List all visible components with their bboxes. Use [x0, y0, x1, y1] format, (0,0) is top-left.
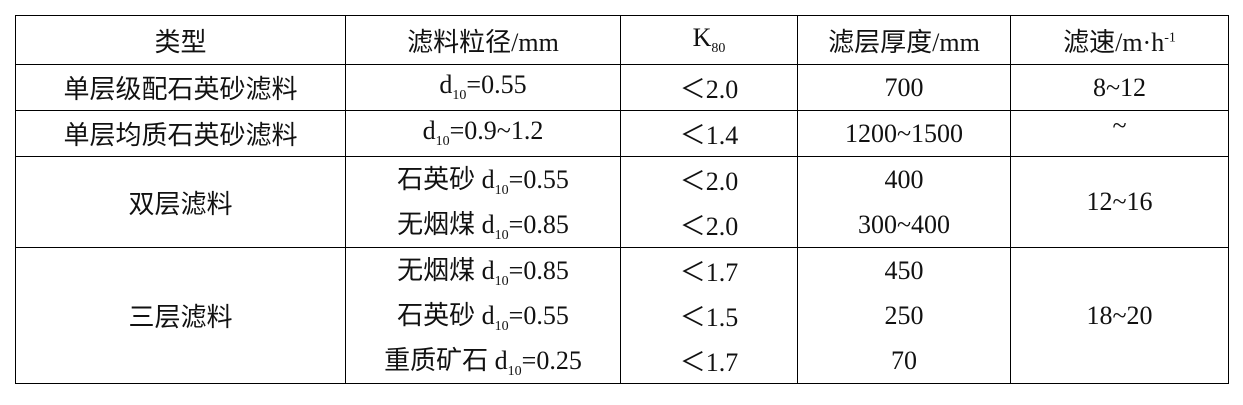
k80-cell: ＜1.7 [620, 338, 798, 384]
cell-text: =0.55 [508, 301, 569, 331]
size-cell: d10=0.9~1.2 [345, 110, 621, 157]
table-row: 单层均质石英砂滤料 d10=0.9~1.2 ＜1.4 1200~1500 ~ [15, 110, 1229, 157]
table-row: 三层滤料 无烟煤 d10=0.85 ＜1.7 450 18~20 [15, 247, 1229, 384]
thickness-cell: 450 [797, 247, 1011, 293]
cell-text: 滤层厚度/mm [828, 27, 980, 57]
type-cell: 三层滤料 [15, 247, 346, 384]
table-row: 无烟煤 d10=0.85 ＜2.0 300~400 [16, 202, 1229, 248]
thickness-cell: 400 [797, 156, 1011, 202]
thickness-cell: 70 [797, 338, 1011, 384]
cell-text: =0.55 [466, 70, 527, 100]
cell-text: d [439, 70, 453, 100]
header-cell: K80 [620, 15, 798, 65]
size-cell: 石英砂 d10=0.55 [345, 293, 621, 338]
type-cell: 单层级配石英砂滤料 [15, 64, 346, 111]
table-row: 单层级配石英砂滤料 d10=0.55 ＜2.0 700 8~12 [15, 64, 1229, 111]
size-cell: 重质矿石 d10=0.25 [345, 338, 621, 384]
header-row: 类型 滤料粒径/mm K80 滤层厚度/mm 滤速/m·h-1 [15, 15, 1229, 65]
cell-text: 滤速/m·h [1063, 27, 1165, 57]
cell-text: 重质矿石 d [384, 346, 508, 376]
k80-cell: ＜2.0 [620, 156, 798, 202]
subscript: 10 [452, 88, 467, 104]
speed-cell: ~ [1010, 110, 1229, 157]
subscript: 10 [494, 183, 509, 199]
k80-cell: ＜2.0 [620, 64, 798, 111]
cell-text: d [422, 116, 436, 146]
filter-table: 类型 滤料粒径/mm K80 滤层厚度/mm 滤速/m·h-1 单层级配石英砂滤料 d10=… [15, 15, 1229, 384]
cell-text: 滤料粒径/mm [407, 27, 559, 57]
header-cell: 类型 [15, 15, 346, 65]
table-row: 双层滤料 石英砂 d10=0.55 ＜2.0 400 12~16 [15, 156, 1229, 248]
superscript: -1 [1164, 29, 1176, 45]
k80-cell: ＜2.0 [620, 202, 798, 248]
size-cell: d10=0.55 [345, 64, 621, 111]
subscript: 10 [494, 228, 509, 244]
size-cell: 无烟煤 d10=0.85 [345, 202, 621, 248]
subscript: 10 [507, 364, 522, 380]
cell-text: =0.55 [508, 165, 569, 195]
thickness-cell: 250 [797, 293, 1011, 338]
table-row: 石英砂 d10=0.55 ＜1.5 250 [16, 293, 1229, 338]
type-cell: 单层均质石英砂滤料 [15, 110, 346, 157]
cell-text: 无烟煤 d [397, 256, 495, 286]
cell-text: 类型 [154, 27, 207, 57]
header-cell: 滤层厚度/mm [797, 15, 1011, 65]
header-cell: 滤速/m·h-1 [1010, 15, 1229, 65]
type-cell: 双层滤料 [15, 156, 346, 248]
cell-text: 石英砂 d [397, 165, 495, 195]
cell-text: =0.25 [521, 346, 582, 376]
cell-text: K [692, 22, 712, 52]
thickness-cell: 300~400 [797, 202, 1011, 248]
size-cell: 石英砂 d10=0.55 [345, 156, 621, 202]
subscript: 80 [711, 41, 726, 57]
thickness-cell: 700 [797, 64, 1011, 111]
speed-cell: 8~12 [1010, 64, 1229, 111]
cell-text: =0.9~1.2 [449, 116, 544, 146]
subscript: 10 [494, 319, 509, 335]
subscript: 10 [494, 274, 509, 290]
size-cell: 无烟煤 d10=0.85 [345, 247, 621, 293]
table-row: 重质矿石 d10=0.25 ＜1.7 70 [16, 338, 1229, 384]
k80-cell: ＜1.7 [620, 247, 798, 293]
cell-text: =0.85 [508, 210, 569, 240]
cell-text: 石英砂 d [397, 301, 495, 331]
k80-cell: ＜1.4 [620, 110, 798, 157]
speed-cell: 18~20 [1010, 247, 1229, 384]
speed-cell: 12~16 [1010, 156, 1229, 248]
k80-cell: ＜1.5 [620, 293, 798, 338]
subscript: 10 [435, 134, 450, 150]
cell-text: =0.85 [508, 256, 569, 286]
cell-text: 无烟煤 d [397, 210, 495, 240]
header-cell: 滤料粒径/mm [345, 15, 621, 65]
thickness-cell: 1200~1500 [797, 110, 1011, 157]
